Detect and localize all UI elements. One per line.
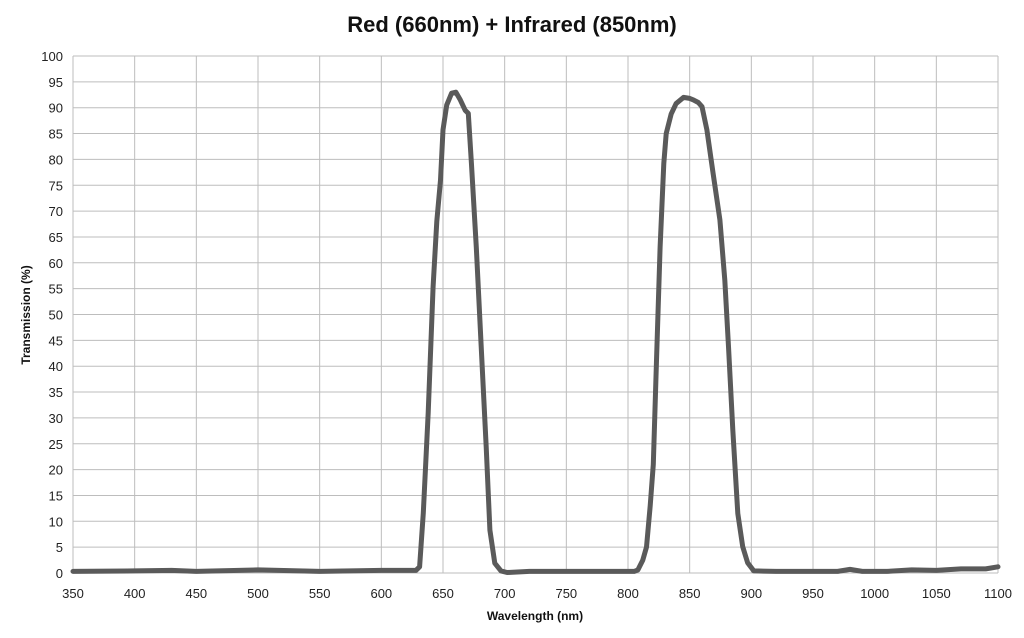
transmission-line [70,89,1001,575]
x-tick-label: 500 [247,586,269,601]
y-axis-label: Transmission (%) [19,265,33,364]
y-tick-label: 80 [49,152,63,167]
y-tick-label: 90 [49,101,63,116]
x-tick-label: 1050 [922,586,951,601]
y-tick-label: 10 [49,514,63,529]
x-tick-label: 700 [494,586,516,601]
x-tick-label: 900 [740,586,762,601]
x-tick-label: 1000 [860,586,889,601]
y-tick-label: 85 [49,127,63,142]
x-tick-label: 600 [370,586,392,601]
x-tick-label: 350 [62,586,84,601]
y-tick-label: 50 [49,308,63,323]
x-tick-label: 450 [185,586,207,601]
x-tick-label: 1100 [984,586,1012,601]
grid [72,55,999,574]
x-tick-label: 650 [432,586,454,601]
x-axis-label: Wavelength (nm) [487,609,583,623]
x-tick-label: 550 [309,586,331,601]
y-tick-label: 70 [49,204,63,219]
x-tick-label: 750 [555,586,577,601]
x-tick-label: 850 [679,586,701,601]
x-tick-label: 800 [617,586,639,601]
y-tick-label: 55 [49,282,63,297]
y-tick-label: 20 [49,463,63,478]
y-tick-label: 25 [49,437,63,452]
y-tick-label: 75 [49,178,63,193]
y-tick-label: 100 [41,49,63,64]
x-tick-label: 400 [124,586,146,601]
y-tick-label: 30 [49,411,63,426]
y-tick-label: 35 [49,385,63,400]
x-tick-label: 950 [802,586,824,601]
y-tick-label: 40 [49,359,63,374]
chart-title: Red (660nm) + Infrared (850nm) [347,12,676,37]
y-tick-label: 95 [49,75,63,90]
y-tick-label: 65 [49,230,63,245]
y-tick-label: 45 [49,333,63,348]
y-axis-ticks: 0 5 10 15 20 25 30 35 40 45 50 55 60 65 70 75 80 85 90 95 10… [41,49,63,581]
y-tick-label: 5 [56,540,63,555]
y-tick-label: 0 [56,566,63,581]
x-axis-ticks: 350 400 450 500 550 600 650 700 750 800 850 900 950 1… [62,586,1012,601]
y-tick-label: 15 [49,488,63,503]
y-tick-label: 60 [49,256,63,271]
